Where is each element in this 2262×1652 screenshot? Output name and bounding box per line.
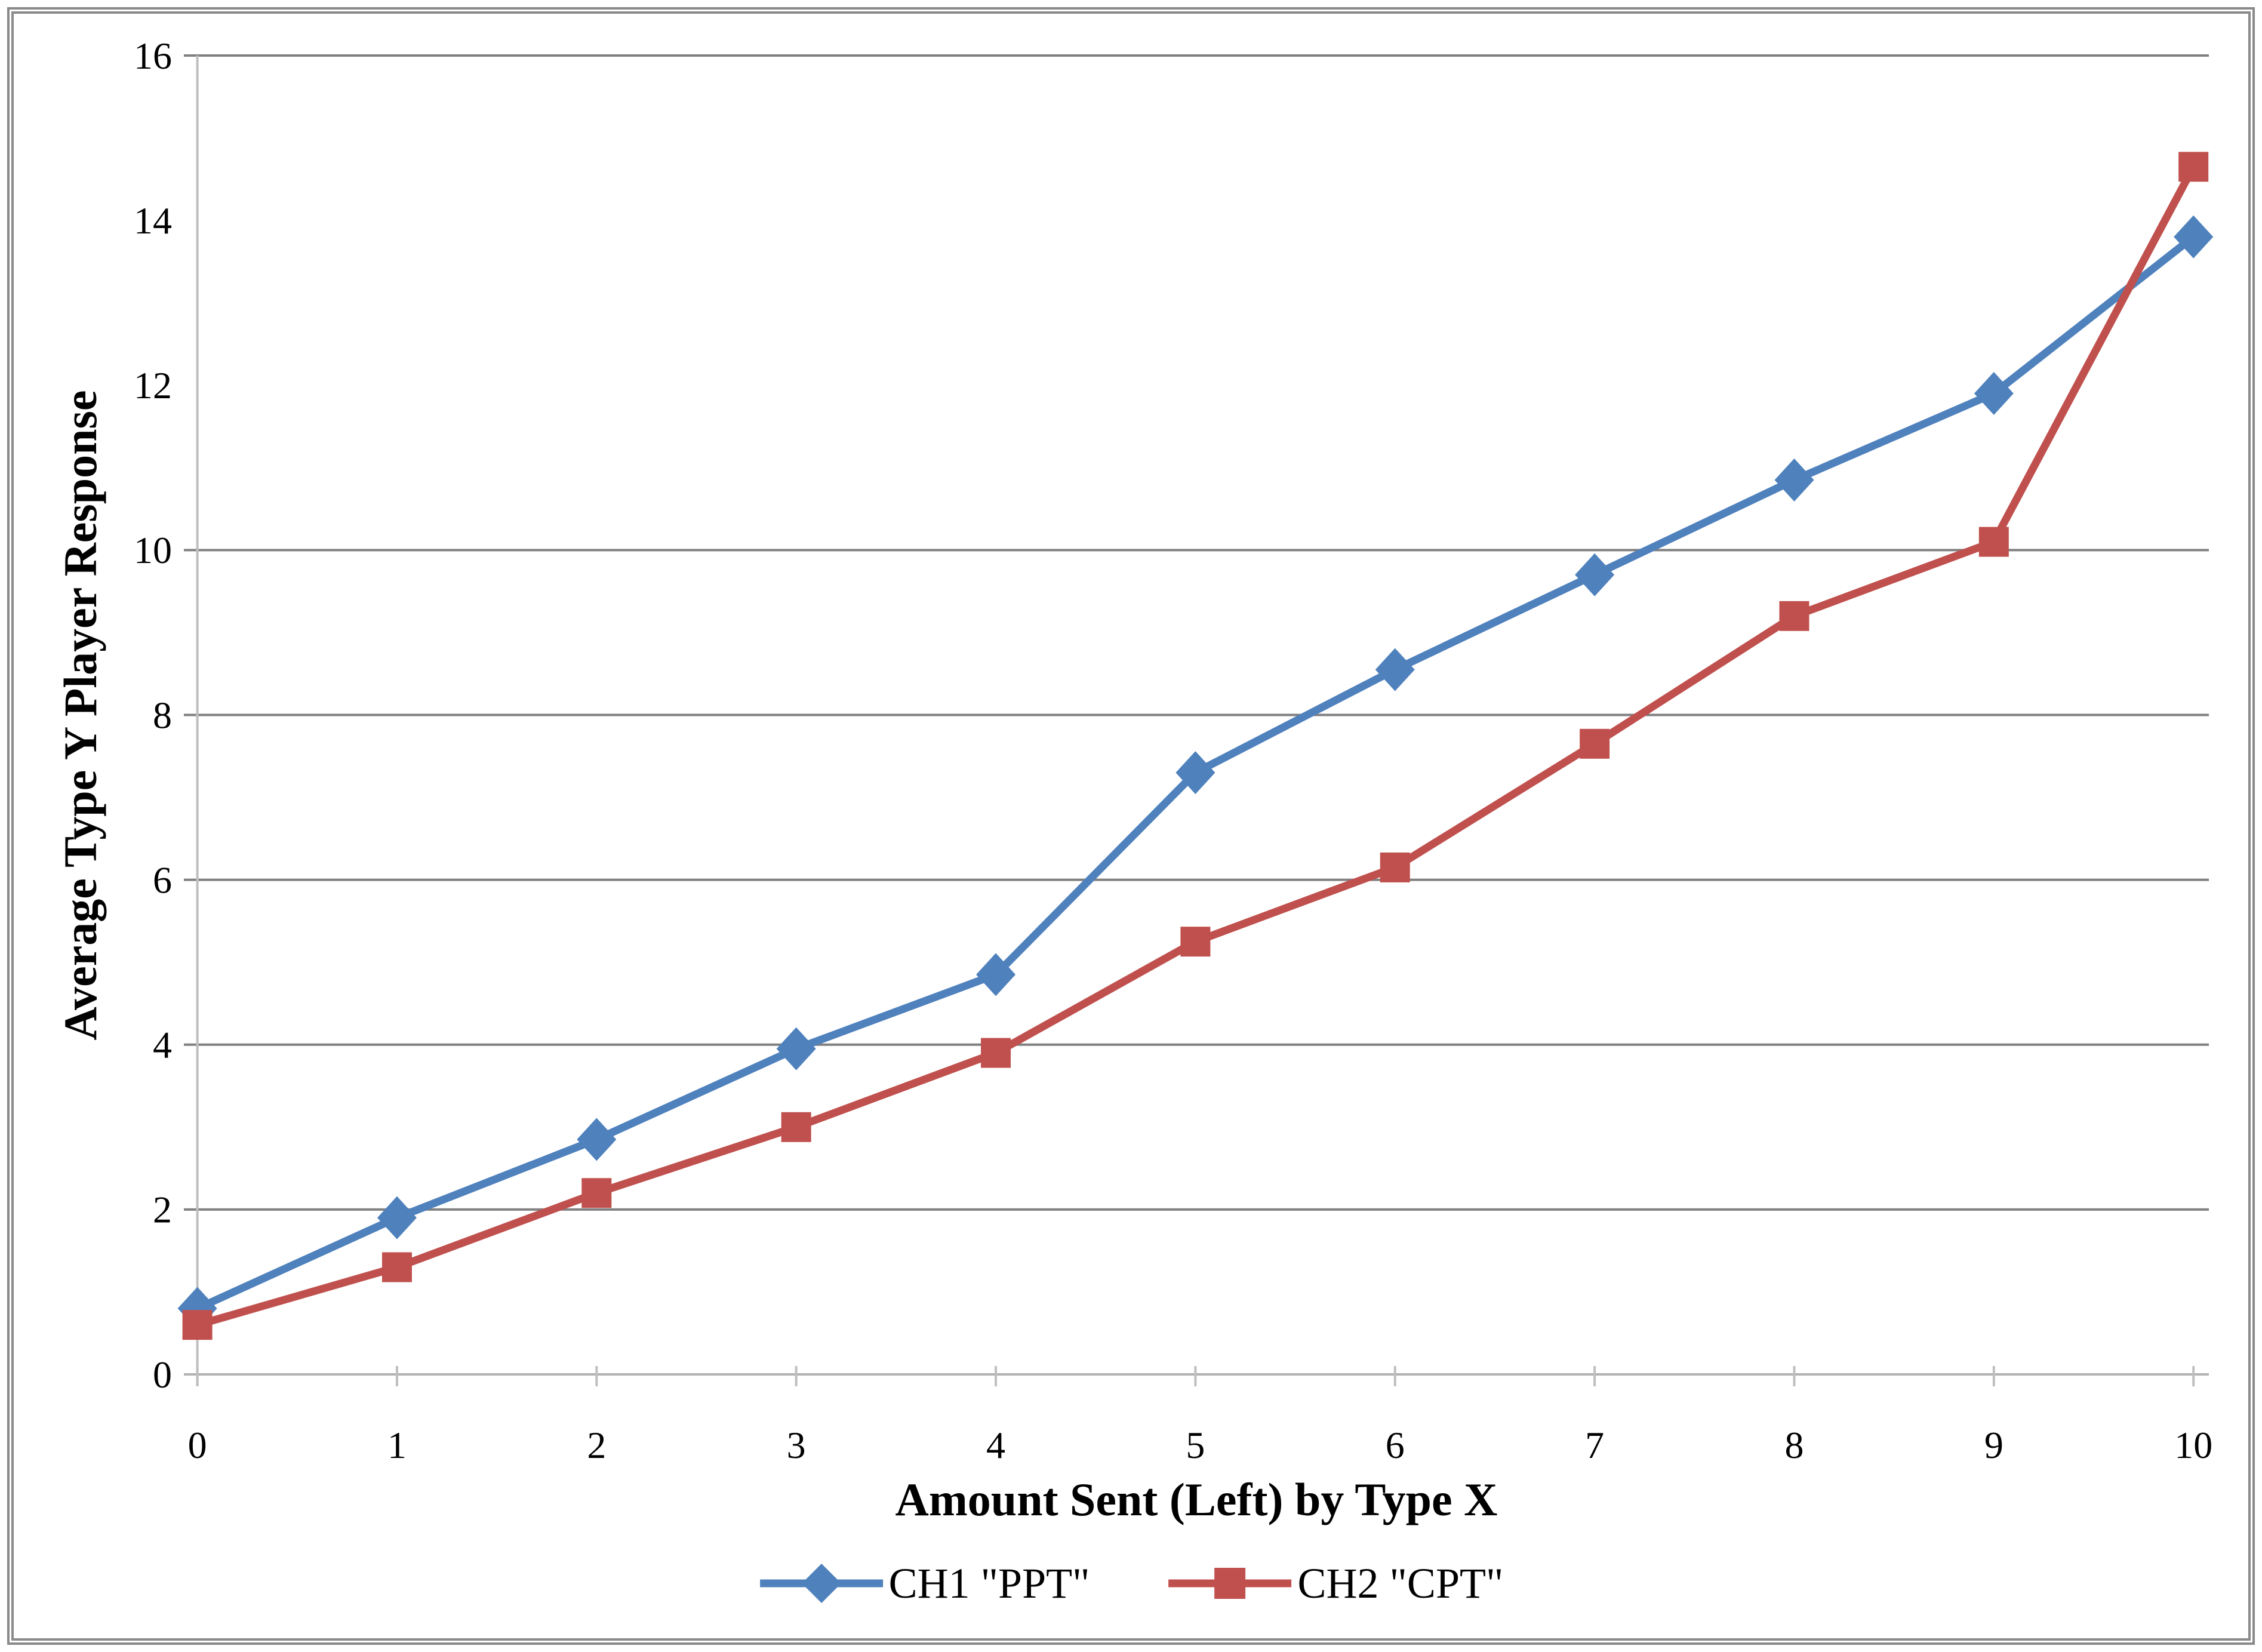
data-point-0-x6 xyxy=(1375,648,1415,691)
x-tick-label-3: 3 xyxy=(787,1424,806,1466)
data-point-1-x1 xyxy=(381,1252,412,1282)
y-axis-title: Average Type Y Player Response xyxy=(54,390,106,1041)
data-point-1-x10 xyxy=(2178,152,2209,182)
y-tick-label-8: 8 xyxy=(153,694,172,736)
x-tick-label-7: 7 xyxy=(1585,1424,1604,1466)
y-tick-label-14: 14 xyxy=(134,199,172,242)
x-tick-label-9: 9 xyxy=(1984,1424,2004,1466)
data-point-0-x4 xyxy=(976,953,1016,996)
y-tick-label-2: 2 xyxy=(153,1189,172,1231)
y-tick-label-0: 0 xyxy=(153,1353,172,1396)
x-tick-label-8: 8 xyxy=(1784,1424,1804,1466)
x-tick-label-10: 10 xyxy=(2174,1424,2212,1466)
data-point-0-x5 xyxy=(1175,751,1215,795)
legend-item-ch1-ppt: CH1 "PPT" xyxy=(759,1556,1090,1610)
data-point-1-x2 xyxy=(581,1178,612,1208)
data-point-0-x3 xyxy=(776,1027,816,1070)
legend-marker-ch1-diamond-icon xyxy=(759,1564,883,1603)
data-point-1-x8 xyxy=(1779,601,1809,631)
data-point-0-x8 xyxy=(1774,459,1814,502)
x-axis-title: Amount Sent (Left) by Type X xyxy=(895,1473,1498,1525)
data-point-0-x9 xyxy=(1974,372,2014,416)
y-tick-label-10: 10 xyxy=(134,529,172,571)
legend-label-ch1: CH1 "PPT" xyxy=(888,1559,1090,1607)
data-point-0-x7 xyxy=(1575,553,1615,596)
data-point-1-x6 xyxy=(1380,852,1410,882)
data-point-1-x7 xyxy=(1580,728,1610,759)
figure-border xyxy=(7,7,2255,1645)
data-point-1-x0 xyxy=(182,1310,213,1340)
series-line-1 xyxy=(193,162,2198,1329)
data-point-1-x9 xyxy=(1978,527,2009,557)
x-tick-label-5: 5 xyxy=(1186,1424,1205,1466)
data-point-0-x10 xyxy=(2174,215,2214,259)
legend-marker-ch2-square-icon xyxy=(1168,1568,1292,1599)
x-tick-label-6: 6 xyxy=(1386,1424,1405,1466)
y-tick-label-4: 4 xyxy=(153,1024,172,1066)
data-point-1-x5 xyxy=(1180,927,1211,957)
y-tick-label-6: 6 xyxy=(153,859,172,901)
x-tick-label-4: 4 xyxy=(986,1424,1005,1466)
x-tick-label-0: 0 xyxy=(188,1424,207,1466)
y-tick-label-16: 16 xyxy=(134,35,172,77)
data-point-1-x3 xyxy=(781,1112,811,1142)
x-tick-label-1: 1 xyxy=(387,1424,407,1466)
y-tick-label-12: 12 xyxy=(134,364,172,407)
data-point-0-x2 xyxy=(577,1118,617,1161)
data-point-0-x1 xyxy=(377,1196,417,1239)
legend-label-ch2: CH2 "CPT" xyxy=(1297,1559,1504,1607)
x-tick-label-2: 2 xyxy=(587,1424,606,1466)
data-point-1-x4 xyxy=(981,1038,1011,1068)
legend-item-ch2-cpt: CH2 "CPT" xyxy=(1168,1556,1504,1610)
legend: CH1 "PPT" CH2 "CPT" xyxy=(759,1556,1504,1610)
